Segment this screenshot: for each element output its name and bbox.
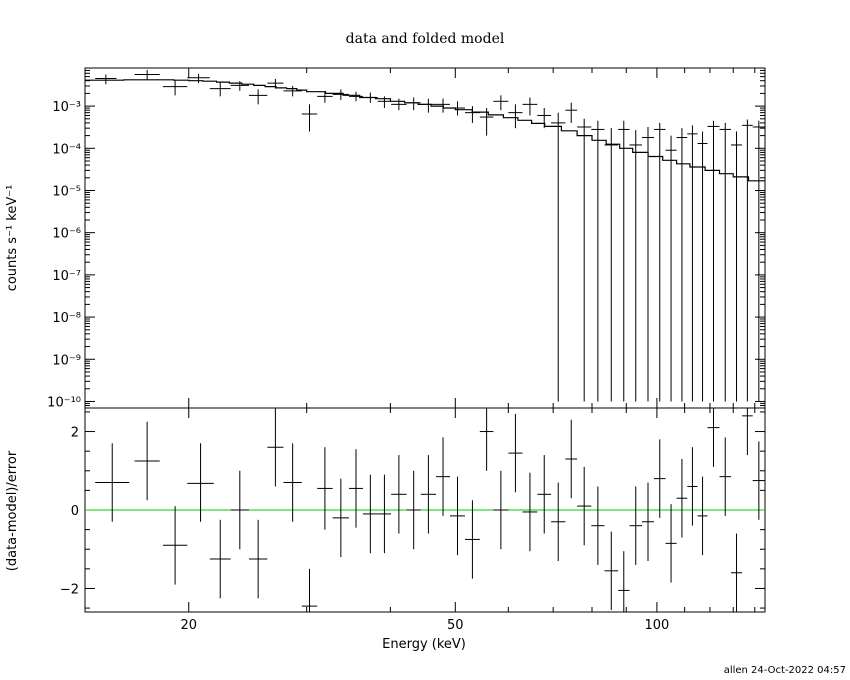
spectrum-panel: 10⁻¹⁰ 10⁻⁹ 10⁻⁸ 10⁻⁷ 10⁻⁶ 10⁻⁵ 10⁻⁴ 10⁻³ [47,67,766,410]
y-tick-label: −2 [60,582,79,597]
y-tick-label: 2 [71,426,79,441]
y-tick-label: 10⁻⁴ [52,142,81,157]
y-tick-label: 10⁻⁵ [52,184,81,199]
x-axis-label: Energy (keV) [382,637,466,652]
y-tick-label: 10⁻⁸ [52,311,81,326]
y-tick-label: 10⁻⁶ [52,227,81,242]
footer-stamp: allen 24-Oct-2022 04:57 [724,665,846,676]
x-tick-label: 20 [180,618,197,633]
chart-title: data and folded model [346,31,505,47]
y-tick-label: 10⁻⁹ [52,353,81,368]
y-tick-label: 10⁻¹⁰ [47,395,81,410]
top-y-axis-label: counts s⁻¹ keV⁻¹ [5,185,20,292]
y-tick-label: 0 [71,504,79,519]
x-tick-label: 100 [645,618,670,633]
folded-model-line [85,79,765,182]
y-tick-label: 10⁻³ [52,100,81,115]
bottom-y-axis-label: (data-model)/error [5,450,20,571]
x-tick-label: 50 [447,618,464,633]
residuals-panel: 20 50 100 −2 0 2 [60,407,766,633]
y-tick-label: 10⁻⁷ [52,269,81,284]
top-panel-frame [84,67,766,409]
